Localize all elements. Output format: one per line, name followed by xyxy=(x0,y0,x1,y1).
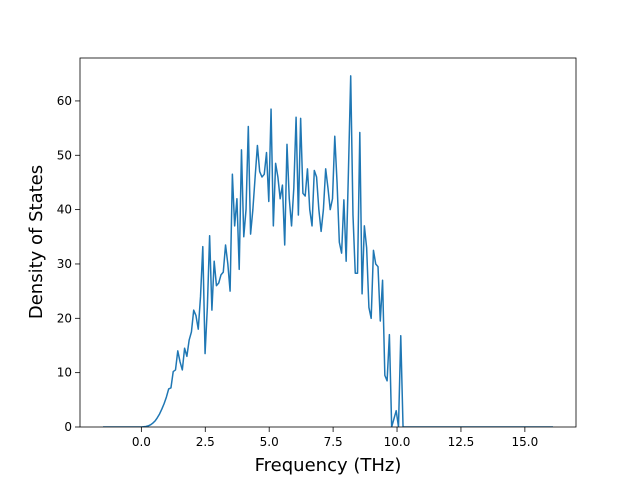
y-tick-label: 0 xyxy=(64,420,72,434)
x-tick-label: 7.5 xyxy=(324,435,343,449)
x-tick-label: 10.0 xyxy=(384,435,411,449)
y-axis-label: Density of States xyxy=(26,165,47,319)
y-tick-label: 40 xyxy=(57,203,72,217)
x-tick-label: 15.0 xyxy=(512,435,539,449)
y-tick-label: 50 xyxy=(57,148,72,162)
plot-frame xyxy=(79,57,577,428)
x-tick-label: 2.5 xyxy=(196,435,215,449)
y-tick-label: 30 xyxy=(57,257,72,271)
data-line xyxy=(103,75,553,427)
x-tick-label: 5.0 xyxy=(260,435,279,449)
x-tick-label: 0.0 xyxy=(132,435,151,449)
y-tick-label: 20 xyxy=(57,311,72,325)
x-axis-label: Frequency (THz) xyxy=(255,455,402,476)
y-tick-label: 10 xyxy=(57,366,72,380)
x-tick-label: 12.5 xyxy=(448,435,475,449)
y-tick-label: 60 xyxy=(57,94,72,108)
